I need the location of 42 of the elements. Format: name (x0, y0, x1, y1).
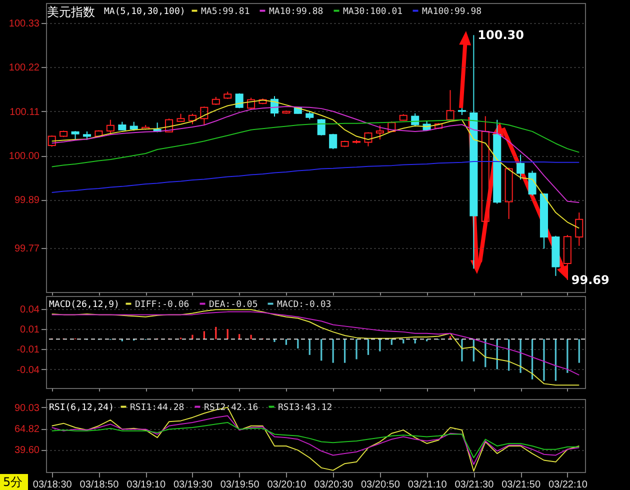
legend-label: MA30:100.01 (343, 6, 403, 17)
y-tick-label: 39.60 (14, 445, 40, 456)
legend-title: MA(5,10,30,100) (104, 7, 186, 17)
legend-label: MA5:99.81 (201, 6, 250, 17)
annotation: 100.30 (478, 28, 524, 42)
y-tick-label: 90.03 (14, 402, 40, 414)
y-tick-label: 100.11 (10, 106, 40, 118)
y-tick-label: -0.01 (16, 344, 40, 356)
y-tick-label: 100.00 (8, 151, 40, 162)
x-tick-label: 03/21:50 (502, 480, 541, 490)
y-tick-label: 64.82 (14, 424, 40, 436)
legend-label: RSI2:42.16 (204, 402, 258, 413)
x-tick-label: 03/20:30 (314, 480, 354, 490)
text: 5分 (0, 474, 28, 490)
legend-title: RSI(6,12,24) (49, 403, 114, 413)
legend-label: RSI1:44.28 (130, 402, 184, 413)
x-tick-label: 03/19:10 (126, 480, 166, 490)
y-tick-label: 99.89 (14, 195, 40, 206)
legend-label: DIFF:-0.06 (135, 300, 190, 310)
x-tick-label: 03/18:30 (32, 480, 72, 490)
legend-label: MACD:-0.03 (277, 300, 332, 310)
x-tick-label: 03/21:30 (454, 480, 494, 490)
y-tick-label: 100.22 (8, 62, 40, 74)
legend-title: MACD(26,12,9) (49, 300, 120, 310)
x-tick-label: 03/19:50 (220, 480, 260, 490)
x-tick-label: 03/18:50 (80, 480, 120, 490)
legend-label: DEA:-0.05 (209, 300, 258, 310)
x-tick-label: 03/19:30 (174, 480, 213, 490)
y-tick-label: 99.77 (14, 243, 40, 254)
legend-label: MA10:99.88 (269, 6, 324, 17)
x-tick-label: 03/21:10 (408, 480, 448, 490)
y-tick-label: 0.04 (20, 304, 40, 316)
legend-label: MA100:99.98 (422, 6, 482, 17)
x-tick-label: 03/22:10 (548, 480, 588, 490)
x-tick-label: 03/20:50 (360, 480, 400, 490)
y-tick-label: -0.04 (16, 364, 40, 376)
x-tick-label: 03/20:10 (267, 480, 307, 490)
y-tick-label: 0.01 (20, 324, 40, 336)
legend-label: RSI3:43.12 (278, 402, 332, 413)
annotation: 99.69 (571, 272, 610, 287)
chart-title: 美元指数 (47, 5, 95, 19)
y-tick-label: 100.33 (8, 18, 40, 30)
